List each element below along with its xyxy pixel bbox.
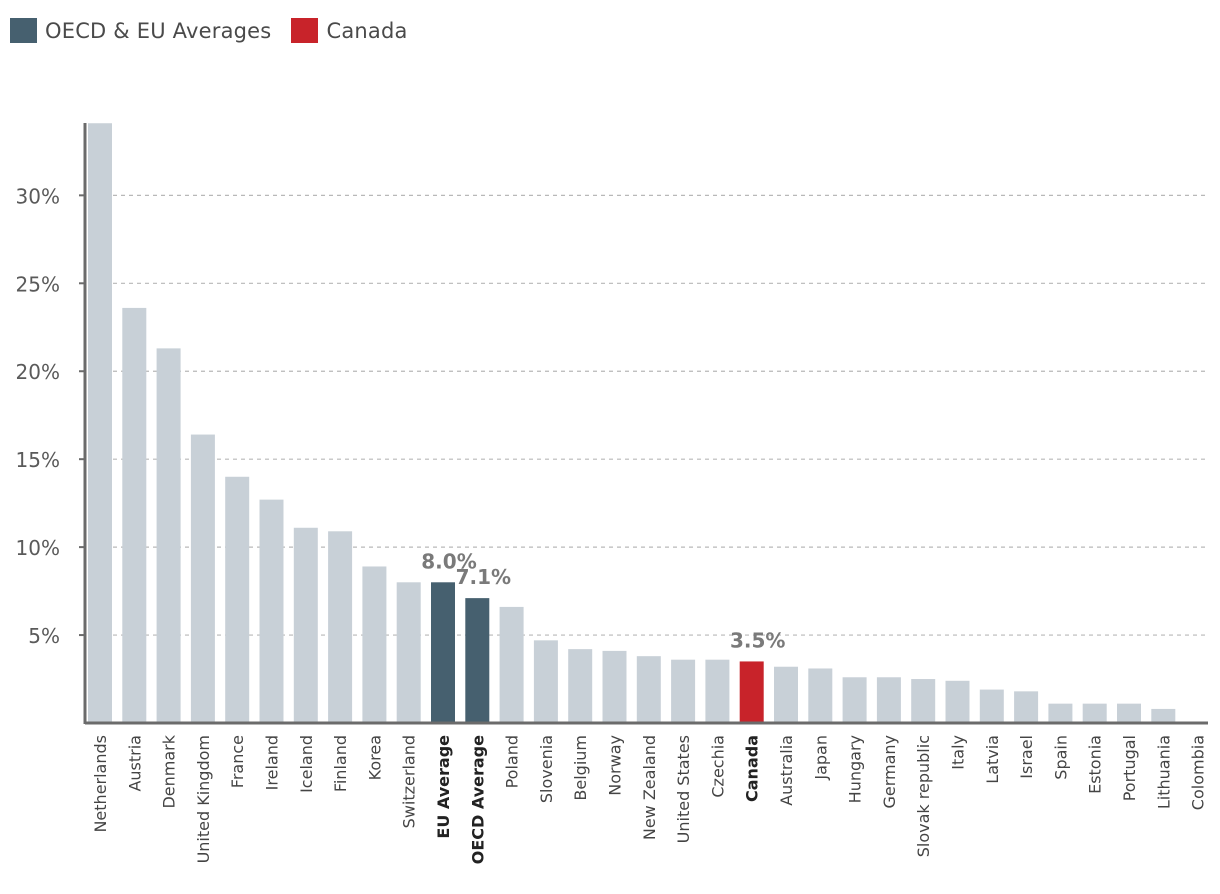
x-tick-label-poland: Poland <box>503 735 522 788</box>
bar-austria <box>122 307 147 723</box>
bar-czechia <box>705 659 730 723</box>
bar-slovak-republic <box>911 679 936 723</box>
bar-united-states <box>671 659 696 723</box>
bar-korea <box>362 566 387 723</box>
x-tick-label-lithuania: Lithuania <box>1154 735 1173 809</box>
x-tick-label-belgium: Belgium <box>571 735 590 801</box>
y-tick-label: 10% <box>16 536 60 560</box>
legend-label-averages: OECD & EU Averages <box>45 18 272 43</box>
bar-spain <box>1048 703 1073 723</box>
x-tick-label-slovenia: Slovenia <box>537 735 556 803</box>
bar-norway <box>602 650 627 723</box>
x-tick-label-israel: Israel <box>1017 735 1036 779</box>
y-tick-label: 30% <box>16 184 60 208</box>
bar-united-kingdom <box>190 434 215 723</box>
legend-item-canada: Canada <box>291 18 407 43</box>
x-tick-label-oecd-average: OECD Average <box>468 735 487 864</box>
bar-netherlands <box>88 123 112 724</box>
x-tick-label-united-states: United States <box>674 735 693 843</box>
x-tick-label-finland: Finland <box>331 735 350 792</box>
bar-japan <box>808 668 833 723</box>
bar-oecd-average <box>465 598 490 723</box>
bar-new-zealand <box>636 656 661 723</box>
bar-ireland <box>259 499 284 723</box>
bar-estonia <box>1082 703 1107 723</box>
x-tick-label-japan: Japan <box>811 735 830 781</box>
x-tick-label-latvia: Latvia <box>983 735 1002 784</box>
legend-item-averages: OECD & EU Averages <box>10 18 271 43</box>
x-tick-label-canada: Canada <box>743 735 762 802</box>
x-tick-label-austria: Austria <box>125 735 144 792</box>
bar-denmark <box>156 348 181 723</box>
x-tick-label-estonia: Estonia <box>1086 735 1105 794</box>
bar-poland <box>499 606 524 723</box>
value-label-eu-average: 8.0% <box>421 549 476 573</box>
x-tick-label-france: France <box>228 735 247 788</box>
value-label-canada: 3.5% <box>730 628 785 652</box>
bar-iceland <box>293 527 318 723</box>
bar-eu-average <box>431 582 455 723</box>
bar-slovenia <box>533 640 558 723</box>
bar-israel <box>1014 691 1039 723</box>
x-tick-label-denmark: Denmark <box>160 734 179 808</box>
x-tick-label-italy: Italy <box>949 735 968 770</box>
x-tick-label-eu-average: EU Average <box>434 735 453 839</box>
x-tick-label-switzerland: Switzerland <box>400 735 419 828</box>
bar-latvia <box>979 689 1004 723</box>
bar-germany <box>876 677 901 723</box>
value-label-oecd-average: 7.1% <box>456 565 511 589</box>
x-tick-label-ireland: Ireland <box>263 735 282 790</box>
y-tick-label: 25% <box>16 272 60 296</box>
x-tick-label-portugal: Portugal <box>1120 735 1139 801</box>
bar-finland <box>328 531 353 723</box>
bar-hungary <box>842 677 867 723</box>
x-tick-label-iceland: Iceland <box>297 735 316 793</box>
bar-france <box>225 476 250 723</box>
legend-swatch-averages <box>10 18 37 43</box>
bar-italy <box>945 680 970 723</box>
y-tick-label: 15% <box>16 448 60 472</box>
y-tick-label: 5% <box>28 624 60 648</box>
x-tick-label-norway: Norway <box>606 735 625 796</box>
x-tick-label-netherlands: Netherlands <box>91 735 110 833</box>
x-tick-label-colombia: Colombia <box>1189 735 1208 810</box>
bar-lithuania <box>1151 708 1176 723</box>
x-tick-label-australia: Australia <box>777 735 796 806</box>
legend-swatch-canada <box>291 18 319 43</box>
x-tick-label-united-kingdom: United Kingdom <box>194 735 213 863</box>
x-tick-label-spain: Spain <box>1051 735 1070 780</box>
x-tick-label-korea: Korea <box>365 735 384 780</box>
x-tick-label-hungary: Hungary <box>846 735 865 803</box>
bar-belgium <box>568 649 593 723</box>
legend: OECD & EU Averages Canada <box>10 18 428 43</box>
bar-switzerland <box>396 582 421 723</box>
x-tick-label-germany: Germany <box>880 735 899 809</box>
legend-label-canada: Canada <box>326 18 408 43</box>
x-tick-label-slovak-republic: Slovak republic <box>914 735 933 857</box>
bar-australia <box>774 666 798 723</box>
x-tick-label-czechia: Czechia <box>708 735 727 798</box>
bar-canada <box>739 661 764 723</box>
y-tick-label: 20% <box>16 360 60 384</box>
x-tick-label-new-zealand: New Zealand <box>640 735 659 840</box>
bar-portugal <box>1117 703 1141 723</box>
